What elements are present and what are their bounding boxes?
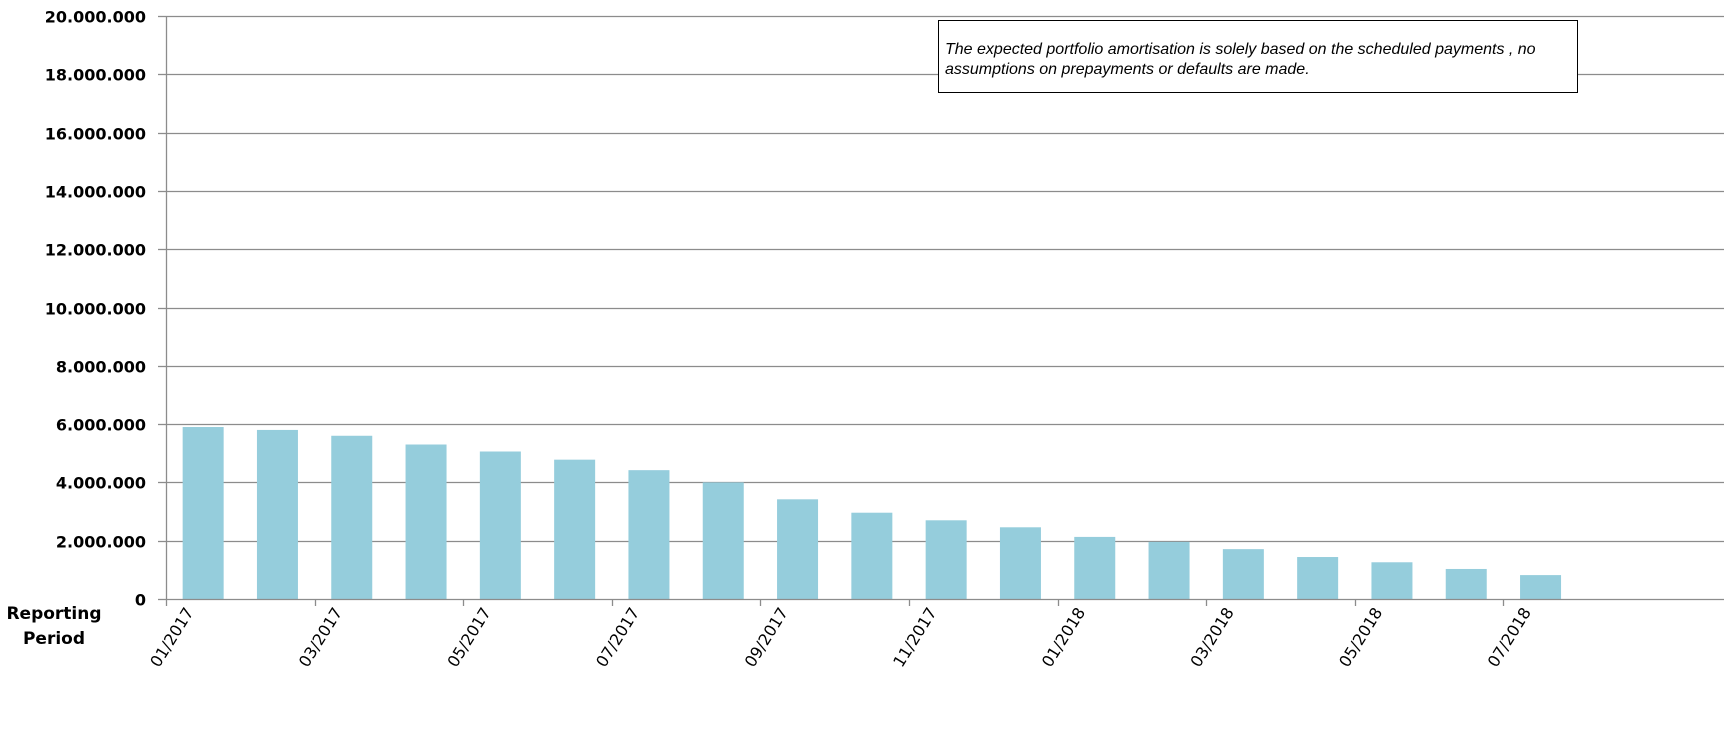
bar: [1445, 568, 1487, 599]
bar: [1148, 541, 1190, 599]
y-tick-label: 2.000.000: [56, 533, 146, 552]
bar: [331, 435, 373, 599]
x-tick-label: 03/2018: [1186, 604, 1237, 670]
y-tick-label: 16.000.000: [45, 125, 146, 144]
x-tick-label: 09/2017: [741, 604, 792, 670]
bar: [1520, 575, 1562, 599]
bar: [256, 429, 298, 599]
x-tick-label: 05/2017: [443, 604, 494, 670]
bar: [1074, 536, 1116, 599]
annotation-box: The expected portfolio amortisation is s…: [938, 20, 1578, 93]
x-tick-label: 01/2017: [146, 604, 197, 670]
y-tick-label: 10.000.000: [45, 300, 146, 319]
x-tick-labels: 01/2017 03/2017 05/2017 07/2017 09/2017 11/20…: [146, 604, 1535, 670]
y-tick-label: 20.000.000: [45, 8, 146, 27]
bar: [702, 482, 744, 599]
gridlines: [158, 15, 1724, 606]
x-axis-title-line1: Reporting: [6, 604, 101, 624]
bar: [1371, 562, 1413, 599]
y-tick-label: 6.000.000: [56, 416, 146, 435]
y-tick-label: 14.000.000: [45, 183, 146, 202]
annotation-text: The expected portfolio amortisation is s…: [945, 41, 1536, 78]
bar: [777, 499, 819, 599]
bar: [554, 459, 596, 599]
y-tick-label: 18.000.000: [45, 66, 146, 85]
axes: [165, 16, 1724, 601]
y-tick-label: 8.000.000: [56, 358, 146, 377]
x-tick-label: 07/2018: [1484, 604, 1535, 670]
x-tick-label: 01/2018: [1038, 604, 1089, 670]
x-tick-label: 05/2018: [1335, 604, 1386, 670]
x-axis-title-line2: Period: [23, 629, 85, 649]
y-tick-label: 4.000.000: [56, 474, 146, 493]
bar: [851, 512, 893, 599]
bar: [405, 444, 447, 599]
bar: [999, 527, 1041, 599]
y-tick-label: 12.000.000: [45, 241, 146, 260]
x-tick-label: 11/2017: [889, 604, 940, 670]
bar: [628, 470, 670, 599]
x-tick-label: 07/2017: [592, 604, 643, 670]
bar: [182, 427, 224, 599]
x-tick-label: 03/2017: [295, 604, 346, 670]
bar: [1222, 549, 1264, 599]
bars: [182, 427, 1562, 599]
bar: [1297, 557, 1339, 599]
bar: [479, 451, 521, 599]
bar: [925, 520, 967, 599]
y-tick-label: 0: [135, 591, 146, 610]
y-tick-labels: 0 2.000.000 4.000.000 6.000.000 8.000.000 10.…: [45, 8, 146, 610]
